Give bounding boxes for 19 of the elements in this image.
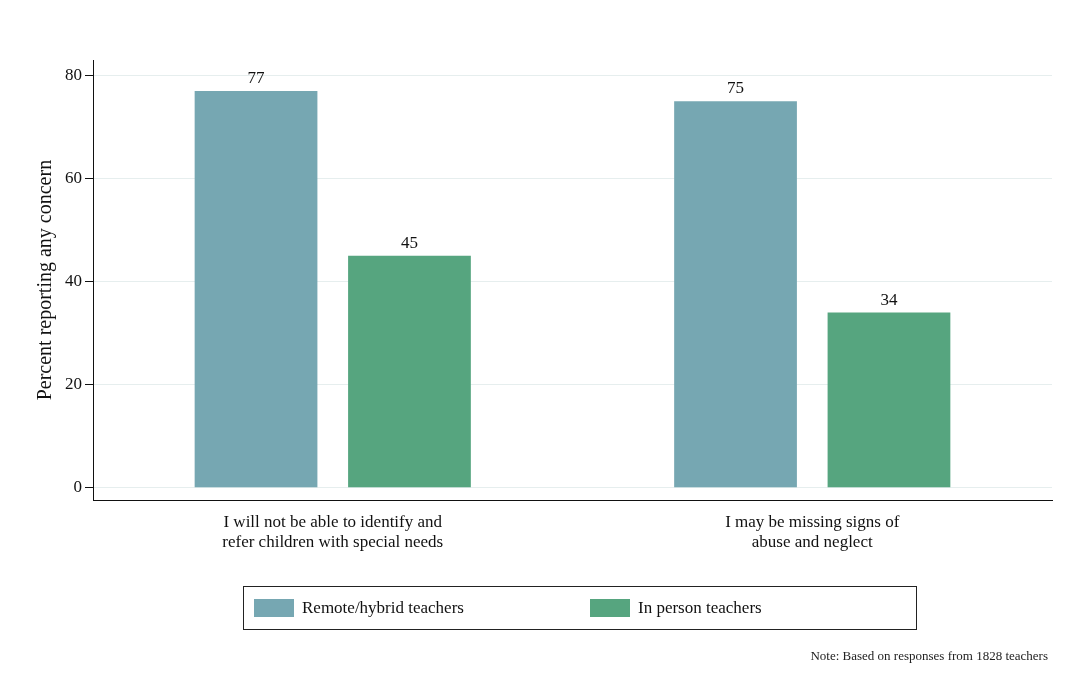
- data-label: 45: [400, 232, 418, 252]
- bar: [194, 90, 318, 488]
- y-tick-label: 60: [65, 168, 82, 188]
- bar: [827, 312, 951, 488]
- y-axis-title: Percent reporting any concern: [33, 159, 57, 401]
- y-tick-label: 20: [65, 374, 82, 394]
- x-tick-label: I will not be able to identify and refer children with special needs: [222, 511, 444, 552]
- y-tick-label: 80: [65, 64, 82, 84]
- legend-label: In person teachers: [638, 598, 762, 618]
- legend-label: Remote/hybrid teachers: [302, 598, 464, 618]
- y-tick-label: 40: [65, 271, 82, 291]
- bar: [348, 255, 471, 488]
- data-label: 77: [247, 67, 266, 87]
- data-label: 75: [727, 78, 745, 98]
- x-tick-label: I may be missing signs of abuse and neglect: [725, 511, 900, 552]
- bar: [674, 101, 797, 488]
- y-tick-label: 0: [73, 477, 82, 497]
- data-label: 34: [880, 289, 898, 309]
- text: Note: Based on responses from 1828 teachers: [810, 648, 1048, 664]
